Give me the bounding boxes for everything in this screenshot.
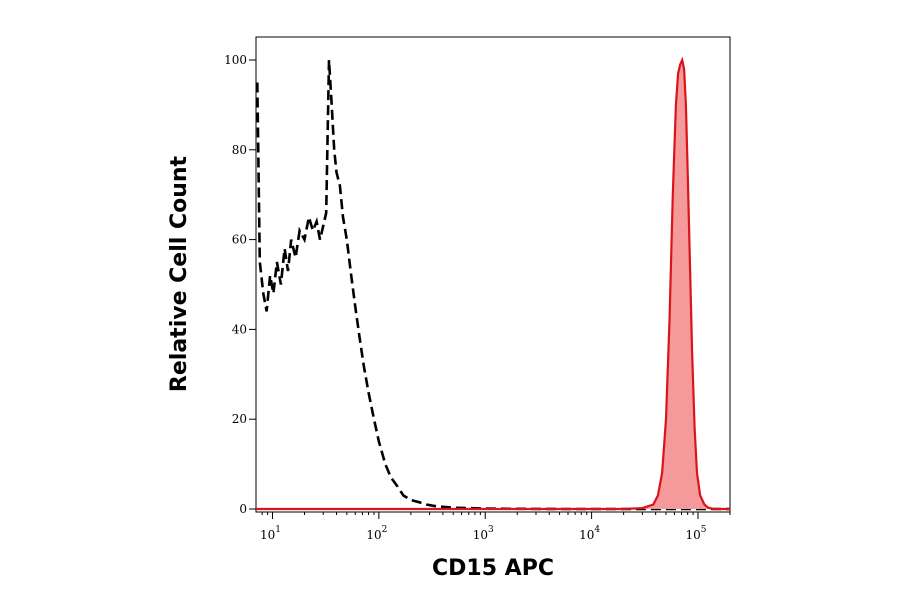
y-tick-label: 80	[232, 143, 247, 157]
x-tick-base: 10	[473, 528, 488, 542]
series-1-fill	[256, 60, 730, 509]
x-tick-exponent: 3	[488, 525, 494, 535]
y-tick-label: 20	[232, 412, 247, 426]
x-tick-base: 10	[260, 528, 275, 542]
y-axis-title: Relative Cell Count	[167, 155, 192, 392]
y-axis: 0 20 40 60 80 100	[224, 53, 256, 516]
x-tick-label: 102	[366, 525, 387, 542]
x-axis: 101 102 103 104 105	[260, 512, 731, 542]
x-tick-label: 103	[473, 525, 494, 542]
x-tick-label: 104	[579, 525, 600, 542]
x-tick-exponent: 2	[382, 525, 388, 535]
series-1-line	[256, 56, 730, 511]
x-tick-label: 105	[685, 525, 706, 542]
y-tick-label: 40	[232, 322, 247, 336]
x-tick-base: 10	[366, 528, 381, 542]
x-tick-exponent: 1	[275, 525, 281, 535]
y-tick-label: 0	[239, 502, 247, 516]
x-tick-label: 101	[260, 525, 281, 542]
x-tick-exponent: 4	[594, 525, 600, 535]
x-tick-exponent: 5	[701, 525, 707, 535]
series-0-line	[256, 59, 730, 511]
x-tick-base: 10	[685, 528, 700, 542]
plot-frame	[255, 36, 731, 513]
y-tick-label: 60	[232, 233, 247, 247]
x-tick-base: 10	[579, 528, 594, 542]
series-layer	[256, 56, 730, 511]
x-axis-title: CD15 APC	[432, 556, 554, 581]
y-tick-label: 100	[224, 53, 247, 67]
